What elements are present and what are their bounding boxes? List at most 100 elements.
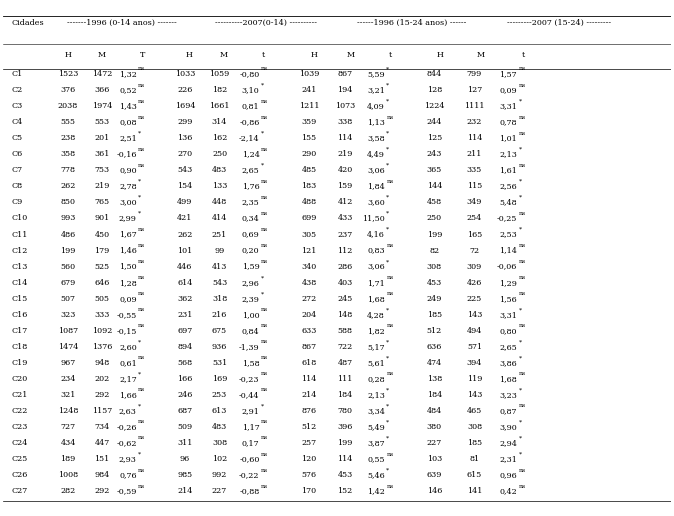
Text: 1008: 1008	[58, 471, 78, 479]
Text: 127: 127	[467, 86, 482, 94]
Text: 183: 183	[301, 183, 317, 190]
Text: 250: 250	[427, 215, 442, 222]
Text: 1,01: 1,01	[499, 134, 517, 142]
Text: 1211: 1211	[299, 102, 319, 110]
Text: 227: 227	[212, 487, 227, 495]
Text: 1,28: 1,28	[119, 279, 137, 287]
Text: 1092: 1092	[92, 327, 113, 335]
Text: 358: 358	[61, 150, 75, 158]
Text: ns: ns	[261, 179, 268, 184]
Text: 115: 115	[467, 183, 482, 190]
Text: 286: 286	[338, 263, 353, 270]
Text: 169: 169	[212, 375, 227, 383]
Text: C26: C26	[11, 471, 28, 479]
Text: 349: 349	[467, 199, 482, 206]
Text: 699: 699	[301, 215, 317, 222]
Text: M: M	[477, 51, 485, 59]
Text: 81: 81	[469, 455, 479, 463]
Text: ns: ns	[138, 420, 146, 425]
Text: 380: 380	[427, 423, 442, 431]
Text: ns: ns	[261, 227, 268, 232]
Text: ns: ns	[518, 83, 526, 88]
Text: ns: ns	[261, 483, 268, 489]
Text: *: *	[386, 147, 390, 152]
Text: 1033: 1033	[175, 70, 195, 78]
Text: 2,65: 2,65	[242, 166, 259, 174]
Text: 1,57: 1,57	[499, 70, 517, 78]
Text: 159: 159	[338, 183, 353, 190]
Text: 936: 936	[212, 343, 227, 351]
Text: 3,31: 3,31	[499, 102, 517, 110]
Text: ns: ns	[518, 115, 526, 120]
Text: *: *	[518, 227, 522, 232]
Text: 505: 505	[94, 295, 110, 303]
Text: t: t	[389, 51, 392, 59]
Text: 485: 485	[301, 166, 317, 174]
Text: *: *	[518, 339, 522, 344]
Text: 250: 250	[212, 150, 227, 158]
Text: 5,59: 5,59	[367, 70, 385, 78]
Text: *: *	[138, 339, 142, 344]
Text: 226: 226	[177, 86, 193, 94]
Text: 1073: 1073	[335, 102, 355, 110]
Text: 128: 128	[427, 86, 442, 94]
Text: 245: 245	[338, 295, 353, 303]
Text: 483: 483	[212, 423, 227, 431]
Text: 3,21: 3,21	[367, 86, 385, 94]
Text: ns: ns	[261, 323, 268, 328]
Text: 1523: 1523	[58, 70, 78, 78]
Text: ns: ns	[138, 355, 146, 360]
Text: 214: 214	[177, 487, 193, 495]
Text: 243: 243	[427, 150, 442, 158]
Text: 2,94: 2,94	[499, 439, 517, 447]
Text: -2,14: -2,14	[239, 134, 259, 142]
Text: *: *	[386, 83, 390, 88]
Text: 507: 507	[61, 295, 75, 303]
Text: 483: 483	[212, 166, 227, 174]
Text: 1,56: 1,56	[499, 295, 517, 303]
Text: C21: C21	[11, 391, 28, 399]
Text: ns: ns	[518, 131, 526, 136]
Text: ns: ns	[261, 452, 268, 457]
Text: 453: 453	[427, 279, 442, 287]
Text: 227: 227	[427, 439, 442, 447]
Text: 3,34: 3,34	[367, 407, 385, 415]
Text: 765: 765	[94, 199, 110, 206]
Text: 114: 114	[337, 455, 353, 463]
Text: -------1996 (0-14 anos) -------: -------1996 (0-14 anos) -------	[67, 19, 177, 27]
Text: 365: 365	[427, 166, 442, 174]
Text: *: *	[386, 131, 390, 136]
Text: 4,49: 4,49	[367, 150, 385, 158]
Text: 179: 179	[94, 247, 110, 254]
Text: 1,84: 1,84	[367, 183, 385, 190]
Text: ns: ns	[386, 483, 394, 489]
Text: 799: 799	[467, 70, 482, 78]
Text: 11,50: 11,50	[363, 215, 385, 222]
Text: 484: 484	[427, 407, 442, 415]
Text: ns: ns	[138, 227, 146, 232]
Text: 3,58: 3,58	[367, 134, 385, 142]
Text: ns: ns	[138, 275, 146, 280]
Text: 1,42: 1,42	[367, 487, 385, 495]
Text: C24: C24	[11, 439, 28, 447]
Text: 494: 494	[467, 327, 482, 335]
Text: 697: 697	[177, 327, 193, 335]
Text: 321: 321	[61, 391, 75, 399]
Text: 458: 458	[427, 199, 442, 206]
Text: *: *	[138, 195, 142, 200]
Text: ----------2007(0-14) ----------: ----------2007(0-14) ----------	[214, 19, 317, 27]
Text: 1474: 1474	[58, 343, 78, 351]
Text: 154: 154	[177, 183, 193, 190]
Text: 148: 148	[338, 311, 353, 319]
Text: ns: ns	[261, 307, 268, 312]
Text: 219: 219	[94, 183, 110, 190]
Text: 82: 82	[429, 247, 439, 254]
Text: 0,69: 0,69	[242, 231, 259, 238]
Text: 119: 119	[467, 375, 482, 383]
Text: ns: ns	[518, 483, 526, 489]
Text: ns: ns	[138, 259, 146, 264]
Text: 1,50: 1,50	[119, 263, 137, 270]
Text: 199: 199	[337, 439, 353, 447]
Text: ns: ns	[518, 467, 526, 473]
Text: *: *	[386, 339, 390, 344]
